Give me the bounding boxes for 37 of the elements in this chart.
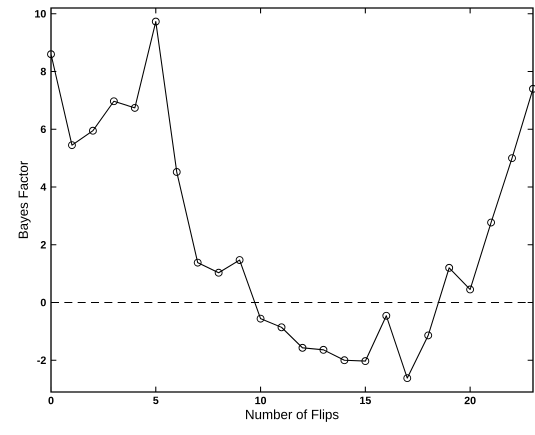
point bbox=[278, 323, 286, 332]
x-tick-label: 20 bbox=[464, 396, 476, 404]
point bbox=[130, 104, 139, 112]
point bbox=[340, 356, 348, 364]
point bbox=[88, 126, 97, 135]
point bbox=[298, 344, 306, 352]
y-axis-title: Bayes Factor bbox=[18, 160, 31, 238]
y-tick-label: 8 bbox=[40, 68, 46, 76]
point bbox=[256, 314, 265, 323]
point bbox=[172, 168, 181, 176]
point bbox=[68, 141, 76, 150]
point bbox=[236, 256, 244, 264]
x-tick-label: 10 bbox=[255, 396, 266, 404]
x-tick-label: 15 bbox=[360, 396, 371, 404]
x-tick-label: 0 bbox=[48, 396, 54, 404]
point bbox=[152, 18, 160, 26]
y-tick-label: -2 bbox=[37, 356, 46, 364]
point bbox=[194, 258, 202, 267]
point bbox=[424, 331, 432, 340]
y-tick-label: 2 bbox=[40, 241, 46, 248]
point bbox=[403, 374, 412, 382]
y-tick-label: 4 bbox=[40, 183, 46, 191]
x-tick-label: 5 bbox=[153, 396, 158, 404]
x-axis-title: Number of Flips bbox=[246, 409, 339, 422]
y-tick-label: 0 bbox=[40, 298, 46, 306]
point bbox=[47, 50, 55, 58]
point bbox=[382, 312, 390, 320]
y-tick-label: 10 bbox=[35, 10, 46, 18]
y-tick-label: 6 bbox=[40, 125, 46, 134]
point bbox=[319, 346, 328, 354]
point bbox=[487, 218, 496, 226]
point bbox=[214, 268, 223, 277]
point bbox=[110, 97, 118, 106]
point bbox=[466, 286, 474, 294]
point bbox=[361, 357, 370, 366]
point bbox=[445, 264, 454, 272]
point bbox=[508, 154, 516, 162]
